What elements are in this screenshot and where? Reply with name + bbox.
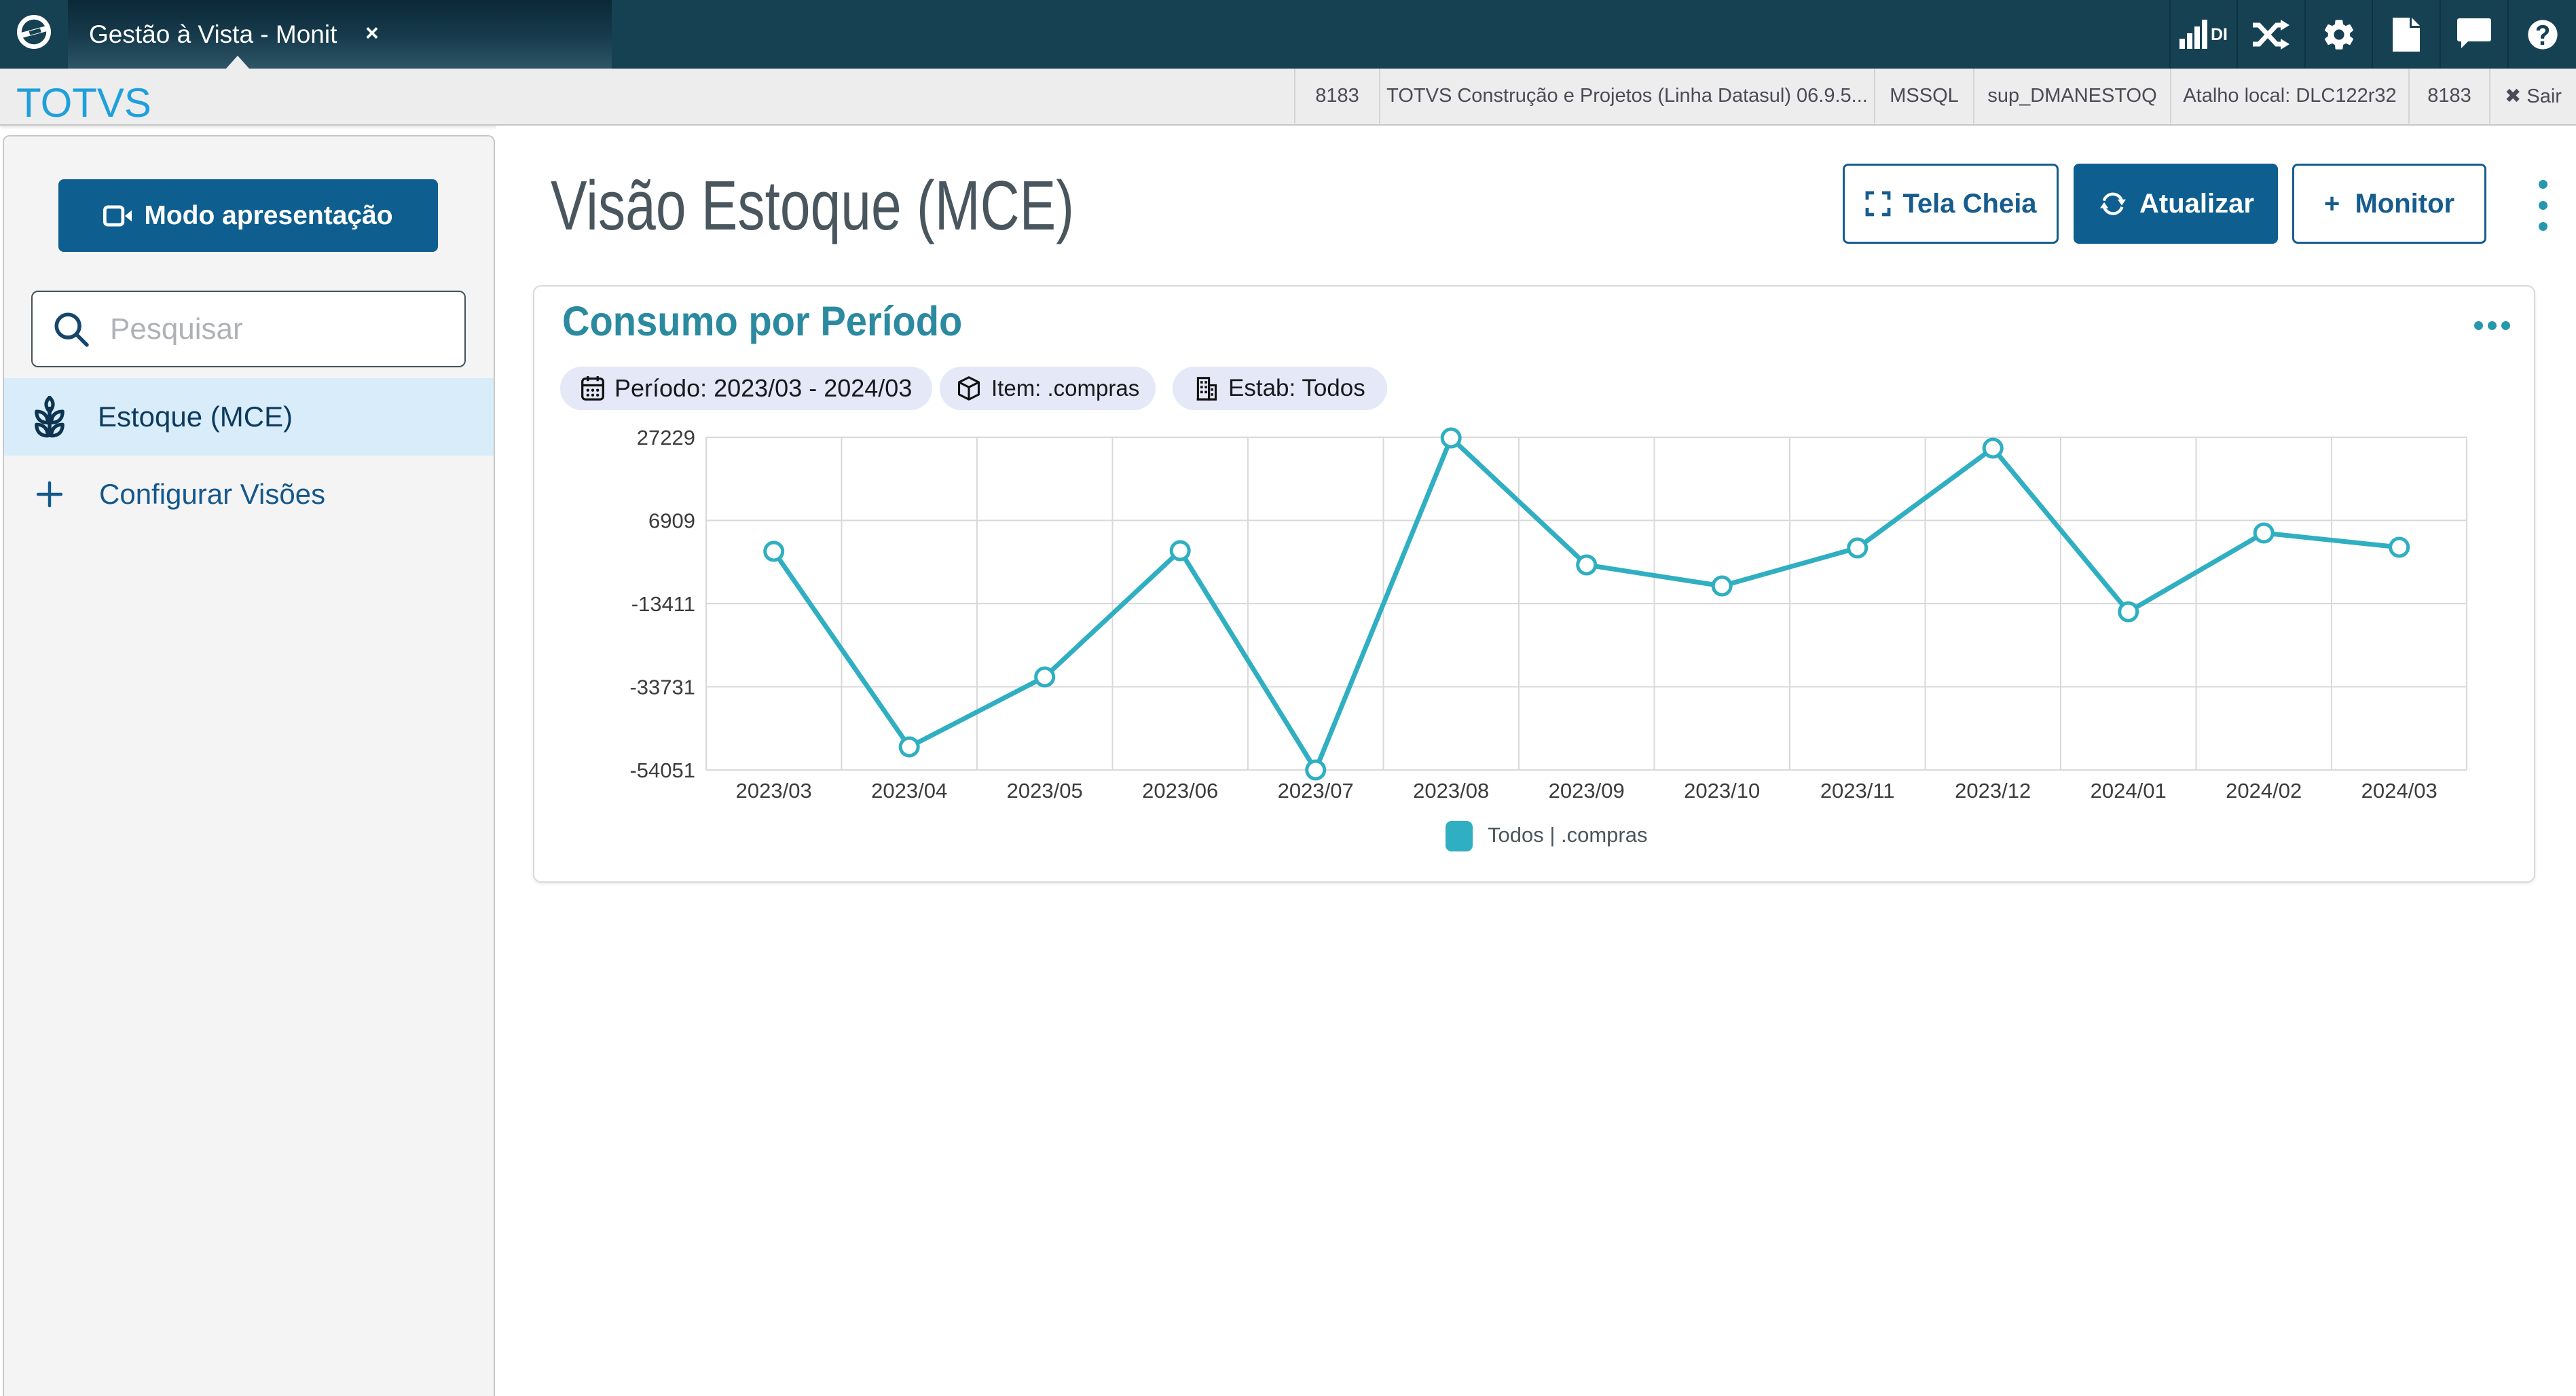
svg-text:2024/02: 2024/02 bbox=[2226, 779, 2302, 803]
svg-text:-13411: -13411 bbox=[631, 592, 695, 616]
svg-text:2023/12: 2023/12 bbox=[1955, 779, 2031, 803]
svg-text:2023/05: 2023/05 bbox=[1007, 779, 1083, 803]
svg-text:2023/04: 2023/04 bbox=[871, 779, 947, 803]
svg-text:2023/07: 2023/07 bbox=[1278, 779, 1354, 803]
svg-text:27229: 27229 bbox=[637, 426, 695, 449]
svg-text:2023/10: 2023/10 bbox=[1684, 779, 1760, 803]
svg-text:DI: DI bbox=[2211, 25, 2228, 44]
svg-text:2023/06: 2023/06 bbox=[1142, 779, 1218, 803]
svg-text:2023/08: 2023/08 bbox=[1413, 779, 1489, 803]
svg-text:-54051: -54051 bbox=[629, 758, 695, 782]
svg-text:Todos | .compras: Todos | .compras bbox=[1488, 823, 1647, 847]
svg-text:-33731: -33731 bbox=[629, 676, 695, 699]
svg-text:2023/11: 2023/11 bbox=[1820, 779, 1895, 803]
svg-text:2024/03: 2024/03 bbox=[2361, 779, 2437, 803]
svg-text:2023/03: 2023/03 bbox=[736, 779, 812, 803]
svg-text:6909: 6909 bbox=[648, 509, 695, 533]
svg-text:2024/01: 2024/01 bbox=[2091, 779, 2167, 803]
svg-text:2023/09: 2023/09 bbox=[1549, 779, 1625, 803]
